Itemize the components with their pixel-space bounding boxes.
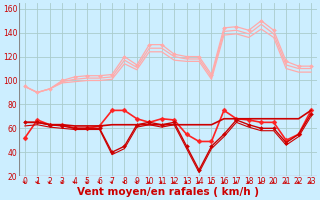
X-axis label: Vent moyen/en rafales ( km/h ): Vent moyen/en rafales ( km/h ) [77, 187, 259, 197]
